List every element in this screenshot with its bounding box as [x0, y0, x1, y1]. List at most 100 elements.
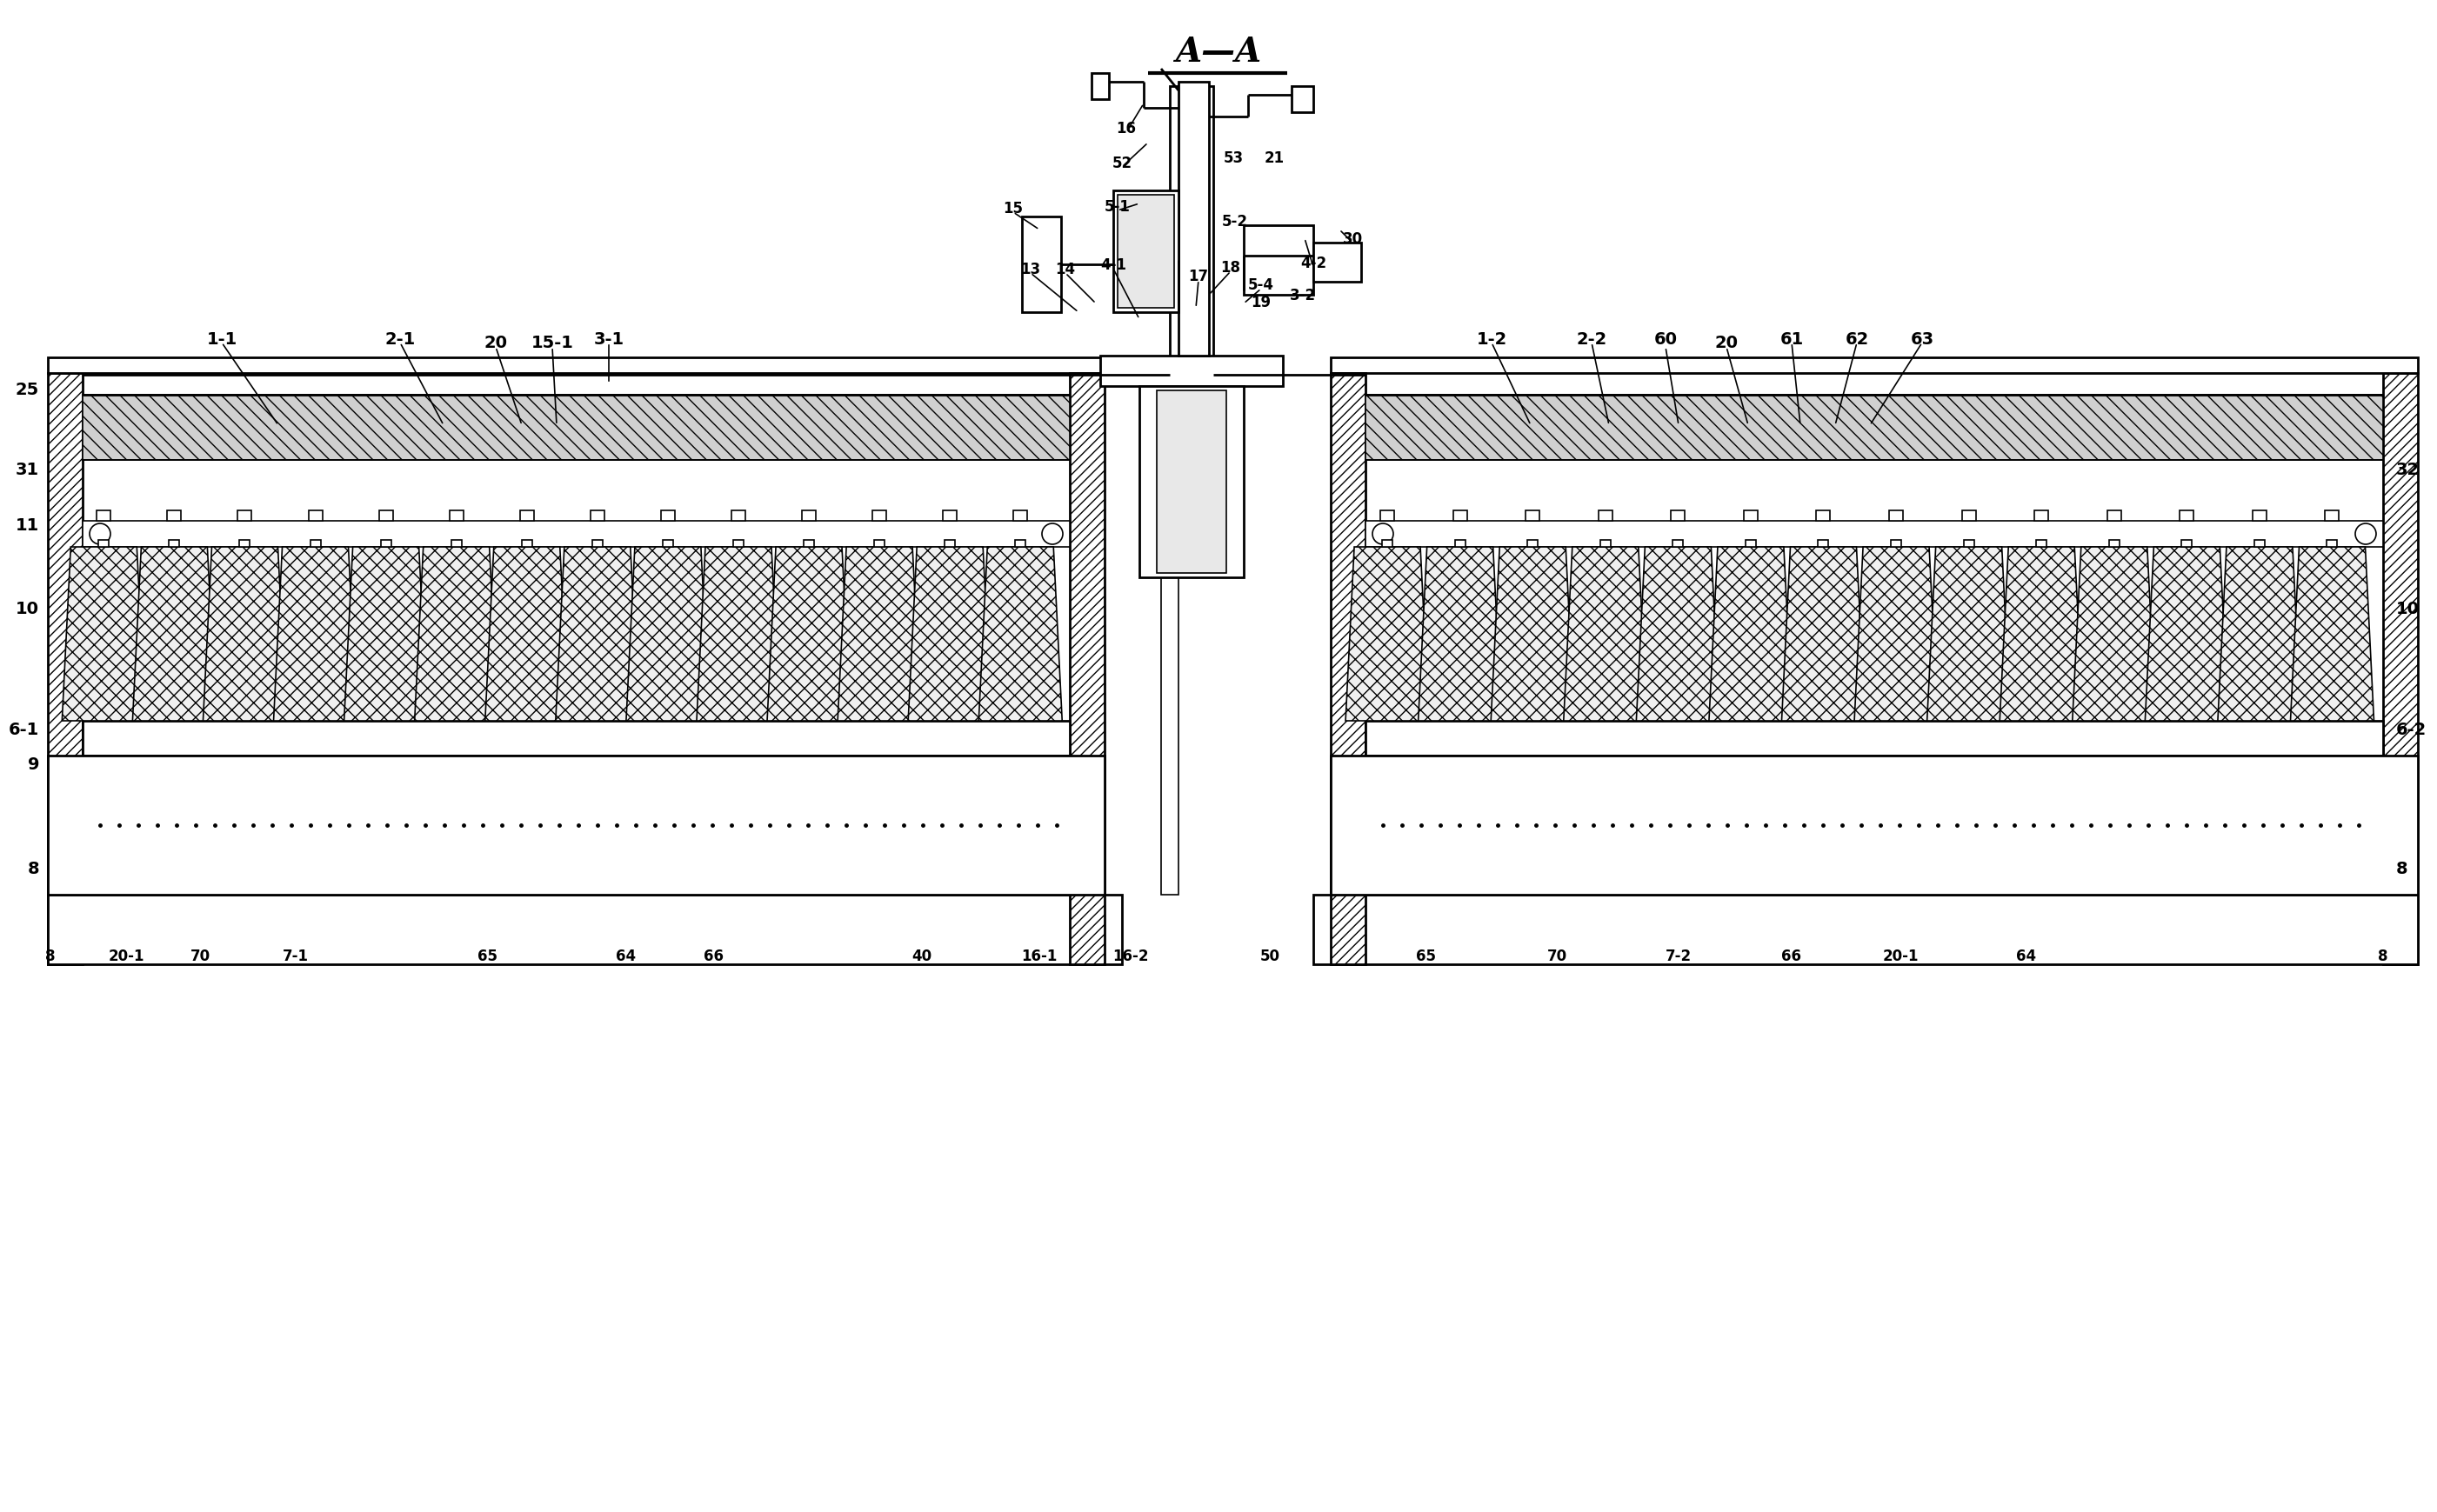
Text: 70: 70: [1547, 948, 1567, 963]
Text: 20: 20: [485, 336, 507, 351]
Bar: [1331, 756, 2418, 895]
Text: 30: 30: [1343, 231, 1362, 246]
Bar: [1092, 74, 1109, 100]
Bar: [1099, 357, 1282, 387]
Polygon shape: [1365, 395, 2383, 461]
Polygon shape: [909, 547, 992, 721]
Bar: [2037, 540, 2047, 547]
Bar: [2327, 540, 2337, 547]
Text: 8: 8: [46, 948, 56, 963]
Polygon shape: [2001, 547, 2084, 721]
Text: 15: 15: [1004, 201, 1024, 216]
Bar: [1314, 895, 2418, 965]
Polygon shape: [556, 547, 638, 721]
Polygon shape: [2071, 547, 2157, 721]
Bar: [49, 358, 1104, 373]
Text: 3-1: 3-1: [595, 331, 624, 348]
Bar: [1365, 721, 2383, 756]
Bar: [1962, 511, 1976, 522]
Text: 4-2: 4-2: [1301, 256, 1326, 271]
Bar: [97, 511, 110, 522]
Bar: [802, 511, 816, 522]
Bar: [734, 540, 743, 547]
Bar: [875, 540, 885, 547]
Bar: [1180, 83, 1209, 357]
Bar: [1528, 540, 1538, 547]
Text: 31: 31: [15, 461, 39, 478]
Bar: [309, 511, 322, 522]
Bar: [522, 540, 531, 547]
Bar: [49, 756, 1104, 895]
Bar: [380, 540, 390, 547]
Text: 16-1: 16-1: [1021, 948, 1058, 963]
Text: 19: 19: [1250, 295, 1272, 310]
Bar: [49, 895, 1121, 965]
Bar: [519, 511, 534, 522]
Polygon shape: [485, 547, 568, 721]
Text: 15-1: 15-1: [531, 336, 573, 351]
Polygon shape: [1345, 547, 1428, 721]
Bar: [1158, 392, 1226, 573]
Text: 60: 60: [1655, 331, 1677, 348]
Text: 16: 16: [1116, 121, 1136, 136]
Text: 65: 65: [1416, 948, 1435, 963]
Text: 10: 10: [2396, 600, 2420, 617]
Text: 66: 66: [1781, 948, 1801, 963]
Text: 14: 14: [1055, 262, 1075, 277]
Text: 64: 64: [2015, 948, 2037, 963]
Bar: [239, 511, 251, 522]
Polygon shape: [83, 395, 1070, 461]
Bar: [2108, 511, 2120, 522]
Text: 20: 20: [1716, 336, 1738, 351]
Polygon shape: [1418, 547, 1501, 721]
Bar: [1452, 511, 1467, 522]
Text: 13: 13: [1021, 262, 1041, 277]
Polygon shape: [344, 547, 426, 721]
Bar: [1891, 540, 1901, 547]
Bar: [731, 511, 746, 522]
Bar: [309, 540, 322, 547]
Text: 40: 40: [911, 948, 931, 963]
Bar: [1160, 387, 1180, 895]
Text: 5-4: 5-4: [1248, 277, 1275, 293]
Bar: [1141, 387, 1243, 578]
Bar: [1016, 540, 1026, 547]
Bar: [239, 540, 251, 547]
Bar: [97, 540, 110, 547]
Text: 6-1: 6-1: [7, 721, 39, 738]
Bar: [1292, 86, 1314, 113]
Text: 3-2: 3-2: [1289, 287, 1316, 304]
Text: 25: 25: [15, 381, 39, 398]
Polygon shape: [273, 547, 358, 721]
Bar: [1455, 540, 1465, 547]
Bar: [1745, 511, 1757, 522]
Text: 52: 52: [1111, 156, 1133, 171]
Text: 6-2: 6-2: [2396, 721, 2427, 738]
Bar: [168, 511, 180, 522]
Text: 18: 18: [1221, 260, 1240, 275]
Polygon shape: [1708, 547, 1794, 721]
Text: 20-1: 20-1: [1881, 948, 1918, 963]
Bar: [1119, 195, 1175, 308]
Text: 5-2: 5-2: [1221, 213, 1248, 230]
Bar: [83, 522, 1070, 547]
Text: 66: 66: [704, 948, 724, 963]
Text: 8: 8: [27, 860, 39, 877]
Bar: [2254, 540, 2264, 547]
Bar: [1889, 511, 1903, 522]
Polygon shape: [2145, 547, 2227, 721]
Bar: [2181, 540, 2191, 547]
Bar: [2108, 540, 2120, 547]
Bar: [2252, 511, 2266, 522]
Text: 50: 50: [1260, 948, 1279, 963]
Polygon shape: [1565, 547, 1647, 721]
Bar: [1314, 243, 1362, 283]
Text: 7-2: 7-2: [1664, 948, 1691, 963]
Bar: [1021, 218, 1060, 313]
Bar: [2325, 511, 2340, 522]
Text: 62: 62: [1845, 331, 1869, 348]
Text: 1-2: 1-2: [1477, 331, 1506, 348]
Bar: [1365, 522, 2383, 547]
Polygon shape: [980, 547, 1063, 721]
Bar: [448, 511, 463, 522]
